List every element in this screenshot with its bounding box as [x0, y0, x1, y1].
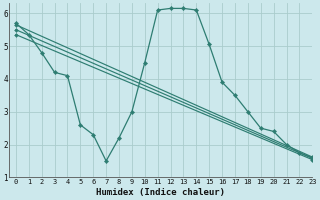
- X-axis label: Humidex (Indice chaleur): Humidex (Indice chaleur): [96, 188, 225, 197]
